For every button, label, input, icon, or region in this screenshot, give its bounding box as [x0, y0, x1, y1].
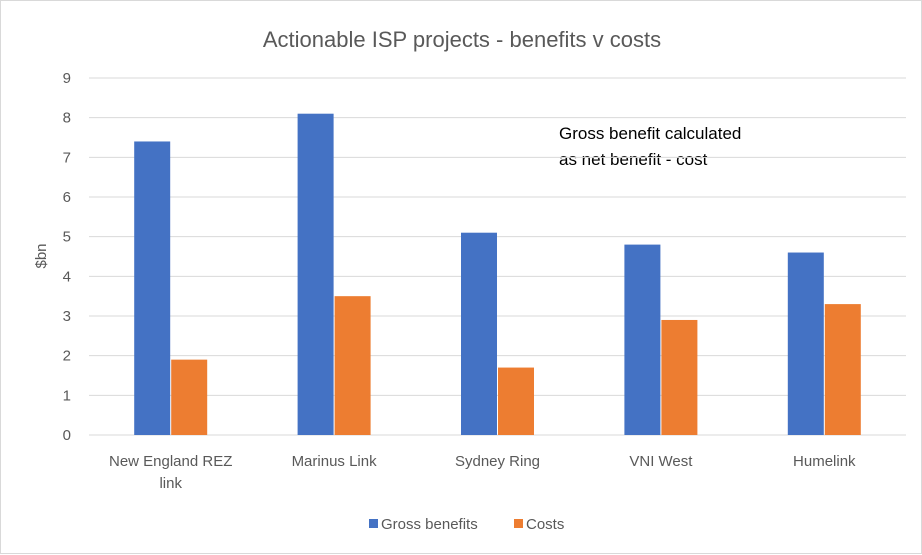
y-tick-label: 3 [63, 308, 71, 325]
annotation-line-1: Gross benefit calculated [559, 124, 741, 143]
annotation-line-2: as net benefit - cost [559, 150, 708, 169]
legend-swatch [369, 519, 378, 528]
y-tick-label: 2 [63, 348, 71, 365]
y-tick-label: 4 [63, 268, 71, 285]
bar-gross-benefits [787, 252, 824, 435]
bar-costs [334, 296, 371, 435]
y-tick-label: 5 [63, 229, 71, 246]
x-tick-label: VNI West [629, 453, 693, 470]
legend-swatch [514, 519, 523, 528]
bar-costs [498, 367, 534, 435]
legend-label: Costs [526, 516, 564, 533]
bar-costs [171, 359, 208, 435]
bar-gross-benefits [461, 232, 497, 435]
x-tick-label: Sydney Ring [455, 453, 540, 470]
bar-costs [824, 304, 861, 435]
y-tick-label: 0 [63, 427, 71, 444]
x-tick-label: Marinus Link [292, 453, 378, 470]
y-tick-label: 7 [63, 149, 71, 166]
chart-title: Actionable ISP projects - benefits v cos… [263, 27, 661, 52]
x-tick-label: Humelink [793, 453, 856, 470]
bar-gross-benefits [297, 113, 334, 435]
y-tick-label: 9 [63, 70, 71, 87]
x-tick-label: link [159, 475, 182, 492]
y-tick-label: 8 [63, 110, 71, 127]
bar-gross-benefits [134, 141, 171, 435]
y-tick-label: 1 [63, 387, 71, 404]
y-tick-label: 6 [63, 189, 71, 206]
y-axis-label: $bn [33, 243, 50, 268]
bar-costs [661, 319, 698, 435]
bar-gross-benefits [624, 244, 661, 435]
x-tick-label: New England REZ [109, 453, 232, 470]
legend-label: Gross benefits [381, 516, 478, 533]
